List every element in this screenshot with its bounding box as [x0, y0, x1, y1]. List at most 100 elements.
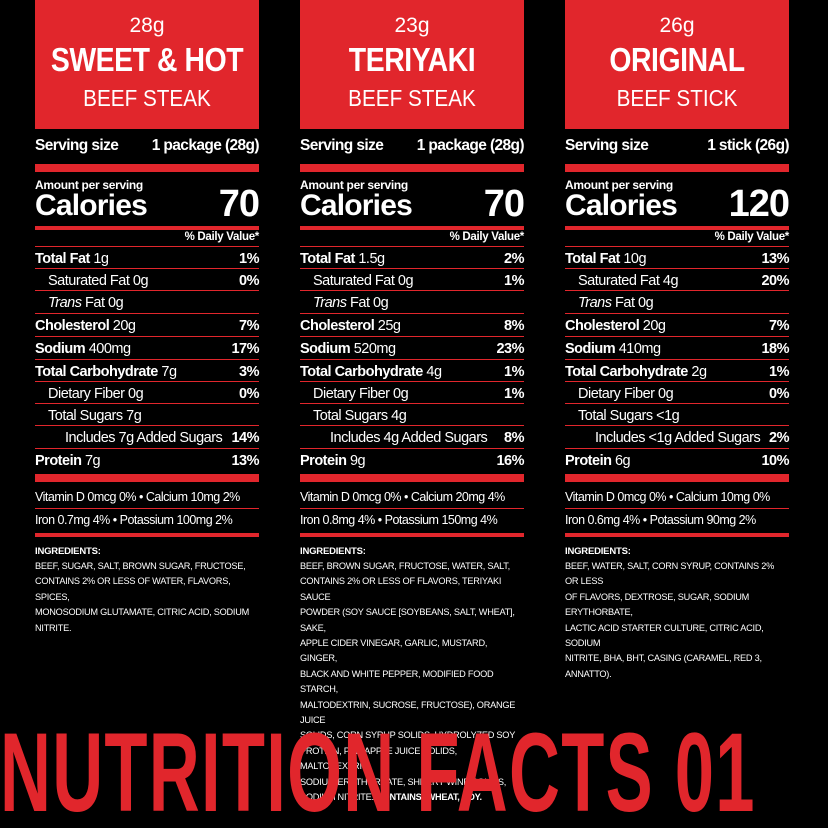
nutrient-daily-value: 1%: [504, 273, 524, 289]
divider-medium: [300, 226, 524, 230]
nutrient-amount: 400mg: [85, 341, 131, 357]
nutrient-daily-value: 20%: [761, 273, 789, 289]
serving-size-value: 1 stick (26g): [707, 137, 789, 154]
nutrient-amount: 410mg: [615, 341, 661, 357]
nutrient-row: Total Carbohydrate 7g 3%: [35, 361, 259, 383]
ingredients-line: APPLE CIDER VINEGAR, GARLIC, MUSTARD, GI…: [300, 636, 524, 667]
calories-label: Calories: [565, 189, 678, 222]
nutrient-label: Saturated Fat 0g: [313, 270, 414, 292]
divider: [565, 313, 789, 314]
serving-size-row: Serving size 1 stick (26g): [565, 137, 790, 159]
product-flavor: ORIGINAL: [609, 41, 745, 78]
nutrient-name-italic: Trans: [48, 295, 82, 311]
nutrient-row: Saturated Fat 4g 20%: [565, 270, 789, 292]
divider: [300, 268, 524, 269]
nutrient-amount: Includes <1g Added Sugars: [595, 430, 761, 446]
vitamins-row-2: Iron 0.6mg 4% • Potassium 90mg 2%: [565, 513, 756, 527]
amount-per-serving: Amount per serving: [565, 178, 673, 192]
ingredients-text: SODIUM NITRITE.: [300, 792, 374, 803]
nutrient-amount: 20g: [639, 318, 666, 334]
nutrient-row: Total Sugars 7g: [35, 405, 259, 427]
nutrient-row: Total Fat 10g 13%: [565, 248, 789, 270]
divider: [565, 403, 789, 404]
nutrient-row: Dietary Fiber 0g 0%: [565, 383, 789, 405]
divider: [35, 359, 259, 360]
vitamins-row-2: Iron 0.7mg 4% • Potassium 100mg 2%: [35, 513, 233, 527]
divider: [35, 128, 259, 129]
nutrient-row: Saturated Fat 0g 1%: [300, 270, 524, 292]
ingredients-line: CONTAINS 2% OR LESS OF FLAVORS, TERIYAKI…: [300, 574, 524, 605]
divider: [565, 268, 789, 269]
divider: [35, 290, 259, 291]
nutrient-row: Total Fat 1g 1%: [35, 248, 259, 270]
nutrient-daily-value: 1%: [239, 251, 259, 267]
nutrient-amount: Total Sugars 4g: [313, 408, 407, 424]
nutrient-label: Trans Fat 0g: [578, 292, 654, 314]
divider: [300, 336, 524, 337]
nutrient-amount: Total Sugars <1g: [578, 408, 680, 424]
divider-thick: [300, 164, 524, 172]
divider: [565, 246, 789, 247]
nutrient-amount: 6g: [611, 453, 631, 469]
nutrient-name-italic: Trans: [313, 295, 347, 311]
nutrient-amount: 25g: [374, 318, 401, 334]
nutrient-row: Total Fat 1.5g 2%: [300, 248, 524, 270]
serving-size-label: Serving size: [35, 137, 119, 154]
divider-medium: [35, 226, 259, 230]
ingredients-text: APPLE CIDER VINEGAR, GARLIC, MUSTARD, GI…: [300, 638, 488, 664]
ingredients-heading: INGREDIENTS:: [565, 546, 631, 557]
nutrient-daily-value: 8%: [504, 430, 524, 446]
calories-value: 120: [728, 183, 790, 225]
ingredients-text: SODIUM ERYTHORBATE, SHERRY WINE SOLIDS,: [300, 776, 507, 787]
nutrient-name: Protein: [300, 453, 347, 469]
product-header: 23g TERIYAKI BEEF STEAK: [300, 0, 524, 128]
ingredients-text: BEEF, SUGAR, SALT, BROWN SUGAR, FRUCTOSE…: [35, 561, 246, 571]
nutrient-amount: 1g: [89, 251, 109, 267]
divider-thick: [300, 474, 524, 482]
nutrient-daily-value: 23%: [496, 341, 524, 357]
nutrient-row: Protein 9g 16%: [300, 450, 524, 472]
serving-size-label: Serving size: [565, 137, 649, 154]
divider-medium: [35, 533, 259, 537]
nutrient-label: Dietary Fiber 0g: [578, 383, 674, 405]
nutrient-amount: 2g: [687, 364, 707, 380]
divider: [300, 128, 524, 129]
daily-value-header: % Daily Value*: [449, 231, 525, 243]
ingredients-line: BEEF, BROWN SUGAR, FRUCTOSE, WATER, SALT…: [300, 559, 524, 574]
nutrition-panel: 23g TERIYAKI BEEF STEAK Serving size 1 p…: [300, 0, 525, 802]
allergen-statement: CONTAINS: WHEAT, SOY.: [376, 792, 482, 803]
nutrient-name: Total Fat: [565, 251, 620, 267]
nutrient-label: Total Sugars 4g: [313, 405, 407, 427]
ingredients-text: CONTAINS 2% OR LESS OF WATER, FLAVORS, S…: [35, 576, 231, 602]
divider: [300, 290, 524, 291]
nutrient-label: Includes 4g Added Sugars: [330, 427, 488, 449]
nutrient-name: Total Carbohydrate: [565, 364, 688, 380]
nutrient-daily-value: 1%: [769, 364, 789, 380]
calories-value: 70: [483, 183, 525, 225]
nutrient-amount: 520mg: [350, 341, 396, 357]
divider-thick: [35, 474, 259, 482]
nutrient-label: Total Carbohydrate 2g: [565, 361, 707, 383]
nutrient-row: Includes <1g Added Sugars 2%: [565, 427, 789, 449]
nutrient-amount: Includes 4g Added Sugars: [330, 430, 488, 446]
vitamins-row-1: Vitamin D 0mcg 0% • Calcium 20mg 4%: [300, 490, 505, 504]
amount-per-serving: Amount per serving: [300, 178, 408, 192]
nutrient-row: Dietary Fiber 0g 1%: [300, 383, 524, 405]
product-type: BEEF STEAK: [83, 85, 211, 111]
product-header: 26g ORIGINAL BEEF STICK: [565, 0, 789, 128]
divider: [35, 268, 259, 269]
ingredients-line: OF FLAVORS, DEXTROSE, SUGAR, SODIUM ERYT…: [565, 590, 789, 621]
nutrient-name: Total Fat: [300, 251, 355, 267]
divider: [300, 448, 524, 449]
nutrient-daily-value: 2%: [769, 430, 789, 446]
product-flavor: TERIYAKI: [348, 41, 476, 78]
divider: [300, 359, 524, 360]
nutrient-amount: 10g: [619, 251, 647, 267]
nutrient-daily-value: 14%: [231, 430, 259, 446]
ingredients-list: BEEF, WATER, SALT, CORN SYRUP, CONTAINS …: [565, 559, 789, 682]
ingredients-line: NITRITE.: [35, 621, 259, 636]
daily-value-header: % Daily Value*: [714, 231, 790, 243]
ingredients-text: SOLIDS, CORN SYRUP SOLIDS, HYDROLYZED SO…: [300, 730, 516, 741]
nutrient-name: Cholesterol: [565, 318, 640, 334]
ingredients-line: BEEF, WATER, SALT, CORN SYRUP, CONTAINS …: [565, 559, 789, 590]
